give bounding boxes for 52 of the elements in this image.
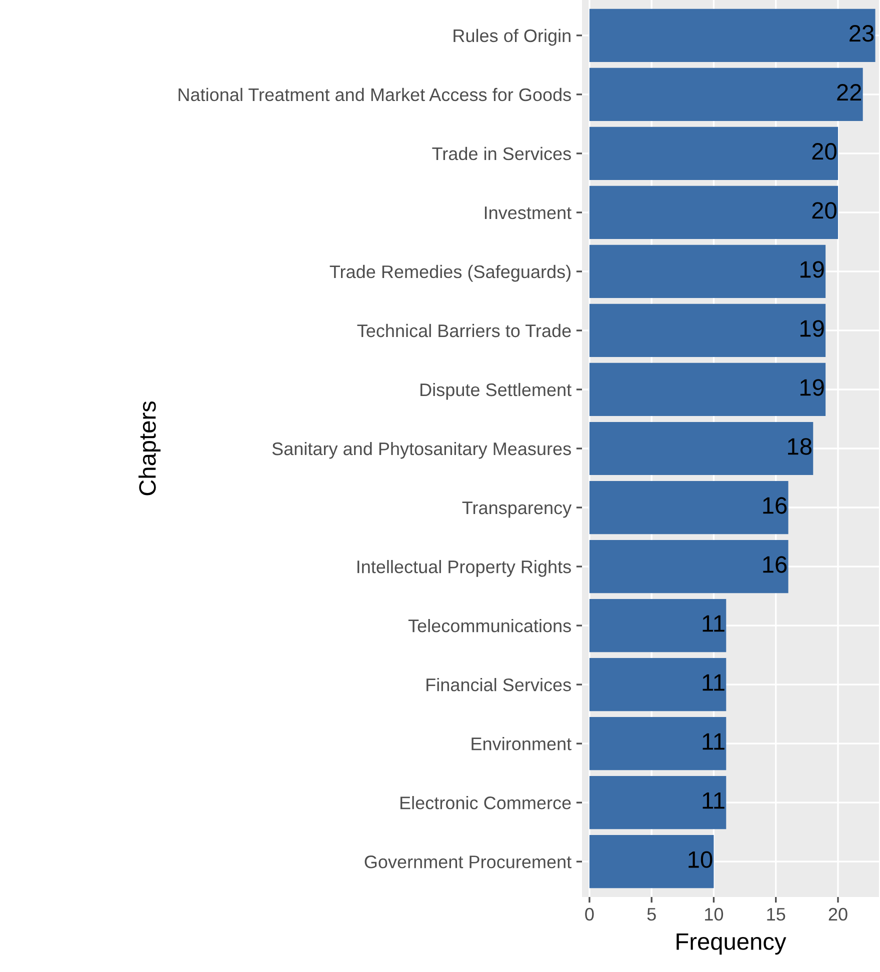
data-label: 20 [812, 143, 836, 160]
bar [589, 68, 863, 121]
data-label: 19 [800, 320, 824, 337]
data-label: 11 [702, 733, 724, 750]
x-tick-label: 0 [585, 908, 594, 921]
bar [589, 422, 814, 476]
data-label: 18 [788, 438, 812, 455]
y-tick-label: Investment [484, 206, 572, 220]
x-axis-title: Frequency [676, 933, 786, 955]
y-tick-label: Dispute Settlement [420, 382, 572, 400]
bar [589, 835, 714, 888]
data-label: 20 [812, 202, 836, 219]
y-tick-label: Trade Remedies (Safeguards) [330, 264, 570, 282]
data-label: 19 [800, 261, 824, 278]
y-tick-label: Electronic Commerce [400, 796, 571, 810]
data-label: 10 [688, 851, 712, 868]
bar [589, 658, 726, 712]
bar [589, 126, 838, 180]
bar [589, 186, 838, 240]
data-label: 11 [702, 674, 724, 691]
data-label: 23 [850, 25, 874, 42]
data-label: 19 [800, 379, 824, 396]
y-tick-label: Sanitary and Phytosanitary Measures [272, 442, 571, 459]
bar [589, 8, 876, 62]
x-tick-label: 10 [705, 908, 724, 921]
data-label: 22 [837, 84, 862, 101]
data-label: 16 [763, 497, 787, 514]
bar [589, 480, 788, 534]
bar [589, 244, 826, 298]
y-tick-label: Transparency [462, 502, 572, 518]
x-tick-label: 20 [828, 908, 848, 921]
y-tick-label: Environment [472, 737, 572, 750]
y-tick-label: Financial Services [426, 678, 571, 692]
y-tick-label: Intellectual Property Rights [357, 560, 571, 577]
data-label: 11 [702, 792, 724, 809]
y-tick-label: Technical Barriers to Trade [357, 324, 571, 338]
y-tick-label: Government Procurement [364, 856, 572, 868]
y-tick-label: Telecommunications [408, 618, 571, 632]
y-tick-label: Trade in Services [432, 146, 571, 160]
bar [589, 540, 788, 594]
x-tick-label: 5 [647, 908, 656, 921]
bar [589, 776, 726, 830]
bar [589, 362, 826, 416]
bar [589, 304, 826, 358]
bar [589, 598, 726, 652]
y-axis-title: Chapters [138, 401, 161, 496]
y-tick-label: National Treatment and Market Access for Goods [178, 88, 571, 102]
x-tick-label: 15 [767, 908, 786, 921]
y-tick-label: Rules of Origin [454, 28, 570, 46]
data-label: 16 [763, 556, 787, 573]
data-label: 11 [702, 615, 724, 632]
bar [589, 717, 726, 770]
